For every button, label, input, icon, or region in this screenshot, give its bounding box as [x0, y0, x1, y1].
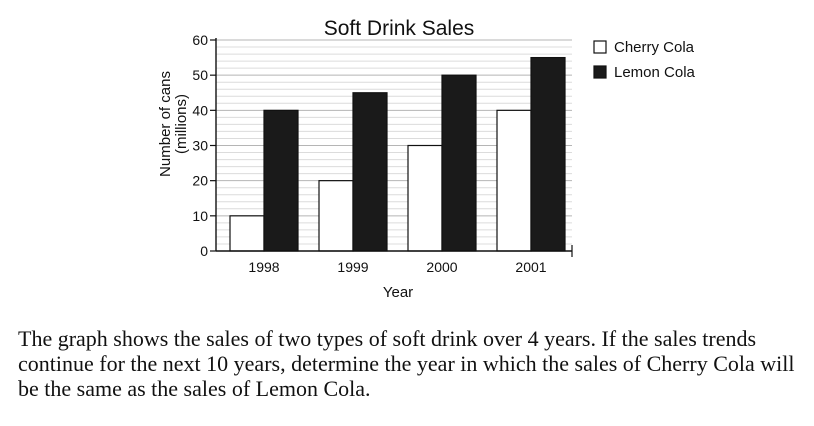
x-tick-label: 2001	[515, 259, 546, 275]
y-tick-label: 40	[192, 102, 208, 118]
x-axis-label: Year	[383, 284, 413, 301]
y-tick-labels: 0 10 20 30 40 50 60	[192, 32, 208, 259]
chart-title: Soft Drink Sales	[324, 17, 475, 40]
y-axis-label-line-2: (millions)	[173, 94, 190, 154]
bar	[496, 109, 532, 252]
axes	[210, 38, 573, 257]
y-axis-label: Number of cans (millions)	[157, 71, 190, 177]
y-tick-label: 50	[192, 67, 208, 83]
bar	[530, 56, 566, 252]
bar	[441, 74, 477, 252]
y-axis-label-line-1: Number of cans	[157, 71, 174, 177]
y-tick-label: 10	[192, 208, 208, 224]
y-tick-label: 60	[192, 32, 208, 48]
x-tick-label: 1998	[248, 259, 279, 275]
legend-swatch	[593, 40, 607, 54]
x-tick-labels: 1998 1999 2000 2001	[248, 259, 546, 275]
x-tick-label: 2000	[426, 259, 457, 275]
y-tick-label: 20	[192, 173, 208, 189]
y-tick-label: 0	[200, 243, 208, 259]
bar	[263, 109, 299, 252]
y-tick-label: 30	[192, 138, 208, 154]
legend-label: Lemon Cola	[614, 64, 696, 81]
bar-chart: Soft Drink Sales Number of cans (million…	[157, 17, 696, 301]
bars	[229, 56, 566, 252]
bar	[352, 92, 388, 252]
legend-label: Cherry Cola	[614, 39, 695, 56]
bar	[229, 215, 265, 252]
bar	[407, 144, 443, 252]
x-tick-label: 1999	[337, 259, 368, 275]
question-text: The graph shows the sales of two types o…	[18, 326, 795, 401]
bar	[318, 180, 354, 252]
legend: Cherry Cola Lemon Cola	[593, 39, 696, 81]
legend-swatch	[593, 65, 607, 79]
